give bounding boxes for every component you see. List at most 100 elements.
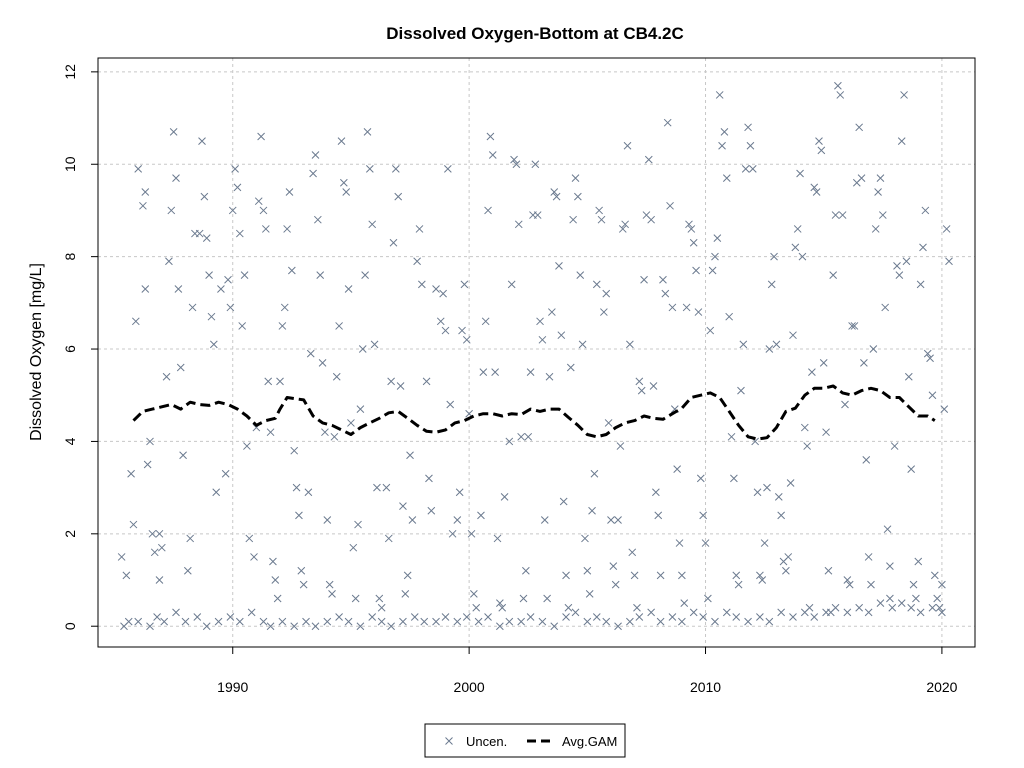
data-point [486,132,495,141]
x-tick-label: 1990 [217,679,248,695]
data-point [869,345,878,353]
data-point [808,368,816,376]
data-point [668,303,677,312]
data-point [441,326,450,335]
data-point [477,511,485,520]
data-point [167,206,176,215]
data-point [782,566,790,575]
data-point [361,271,369,279]
data-point [604,419,613,427]
data-point [545,372,554,381]
data-point [427,506,436,515]
data-point [926,354,934,363]
data-point [722,174,731,182]
data-point [458,326,466,335]
data-point [741,165,750,173]
data-point [484,206,492,215]
data-point [243,442,251,450]
data-point [169,128,178,136]
data-point [257,132,265,141]
data-point [815,137,823,146]
data-point [559,497,568,506]
data-point [800,423,809,432]
data-point [522,566,530,575]
data-point [583,566,592,575]
data-point [174,285,183,293]
data-point [685,220,693,229]
data-point [933,594,942,603]
data-point [462,613,471,621]
data-point [864,608,873,617]
data-point [351,594,360,603]
data-point [867,580,875,589]
data-point [680,599,689,607]
data-point [491,368,499,376]
data-point [422,377,431,386]
data-point [269,557,277,566]
data-point [276,377,284,386]
data-point [446,400,455,409]
data-point [682,303,691,312]
data-point [313,215,322,224]
data-point [510,155,518,164]
data-point [907,603,916,612]
data-point [607,516,615,524]
data-point [287,266,296,275]
data-point [356,622,365,631]
data-point [387,622,395,631]
data-point [803,442,812,450]
data-point [798,252,807,261]
data-point [526,368,535,376]
data-point [496,599,504,607]
data-point [666,201,674,210]
data-point [131,317,140,326]
gam-line [132,384,936,441]
data-point [895,271,904,279]
data-point [335,613,343,621]
data-point [221,469,230,478]
legend-label-uncen: Uncen. [466,734,507,749]
data-point [460,280,469,289]
data-point [616,442,625,450]
data-point [254,197,263,206]
data-point [696,474,705,483]
data-point [569,215,577,224]
data-point [654,511,663,520]
data-point [928,391,937,400]
data-point [538,335,547,344]
data-point [562,571,570,580]
data-point [228,206,237,215]
y-tick-label: 8 [62,253,78,261]
legend-marker-uncen [445,737,453,745]
data-point [609,562,618,571]
data-point [295,511,303,520]
data-point [687,225,696,233]
data-point [500,493,509,501]
gam-line-group [132,384,936,441]
data-point [831,211,840,219]
data-point [581,534,589,543]
data-point [382,483,391,492]
data-point [245,534,254,543]
data-point [862,456,871,464]
data-point [718,141,726,150]
data-point [550,188,559,196]
data-point [526,613,535,621]
data-point [661,289,670,298]
data-point [938,608,946,617]
data-point [834,81,842,90]
data-point [160,617,169,626]
data-point [614,516,622,524]
data-point [770,252,778,261]
data-point [699,511,708,520]
data-point [259,617,268,626]
data-point [134,617,143,626]
data-point [588,506,596,515]
data-point [720,128,729,136]
y-axis: 0 2 4 6 8 10 12 [62,64,98,630]
data-point [247,608,256,617]
data-point [505,437,514,446]
data-point [635,613,644,621]
data-point [583,617,592,626]
data-point [689,608,698,617]
